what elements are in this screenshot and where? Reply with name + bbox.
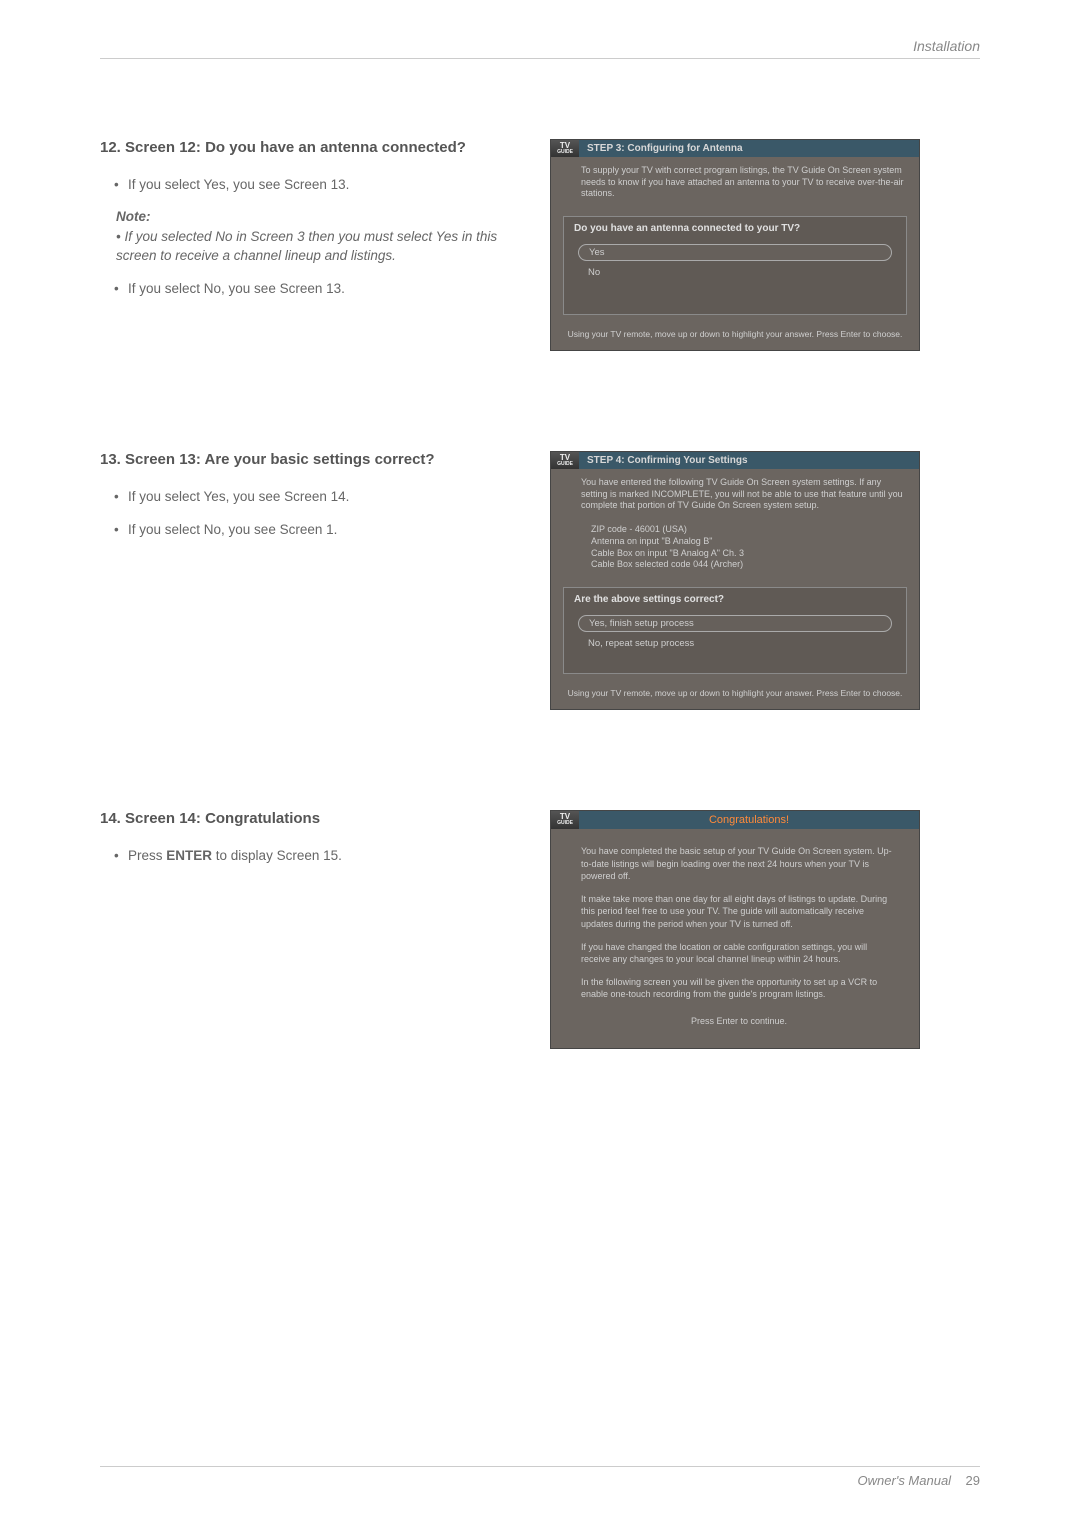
s12-shot-footer: Using your TV remote, move up or down to… [551, 323, 919, 350]
s13-line4: Cable Box selected code 044 (Archer) [591, 559, 907, 571]
s12-shot-intro: To supply your TV with correct program l… [581, 165, 907, 200]
s12-opt-yes: Yes [578, 244, 892, 261]
s13-shot-footer: Using your TV remote, move up or down to… [551, 682, 919, 709]
s13-shot-intro: You have entered the following TV Guide … [581, 477, 907, 512]
s14-p1: You have completed the basic setup of yo… [581, 845, 897, 883]
s13-shot-title: STEP 4: Confirming Your Settings [579, 452, 919, 469]
s13-line2: Antenna on input "B Analog B" [591, 536, 907, 548]
s12-bullet-2: If you select No, you see Screen 13. [100, 280, 520, 299]
s12-question: Do you have an antenna connected to your… [564, 217, 906, 240]
s12-note-body: • If you selected No in Screen 3 then yo… [100, 228, 520, 266]
tvguide-badge: TV GUIDE [551, 140, 579, 157]
section-13: 13. Screen 13: Are your basic settings c… [100, 451, 980, 710]
s13-opt-no: No, repeat setup process [578, 636, 892, 651]
s14-p4: In the following screen you will be give… [581, 976, 897, 1001]
s12-shot-title: STEP 3: Configuring for Antenna [579, 140, 919, 157]
s13-question-box: Are the above settings correct? Yes, fin… [563, 587, 907, 674]
section-14: 14. Screen 14: Congratulations Press ENT… [100, 810, 980, 1049]
header-label: Installation [913, 38, 980, 54]
footer-page: 29 [966, 1473, 980, 1488]
screenshot-14: TV GUIDE Congratulations! You have compl… [550, 810, 920, 1049]
s14-p5: Press Enter to continue. [581, 1015, 897, 1028]
section-12: 12. Screen 12: Do you have an antenna co… [100, 139, 980, 351]
screenshot-13: TV GUIDE STEP 4: Confirming Your Setting… [550, 451, 920, 710]
s14-p2: It make take more than one day for all e… [581, 893, 897, 931]
s13-question: Are the above settings correct? [564, 588, 906, 611]
tvguide-badge: TV GUIDE [551, 452, 579, 469]
section-13-heading: 13. Screen 13: Are your basic settings c… [100, 451, 520, 468]
s14-bullet: Press ENTER to display Screen 15. [100, 847, 520, 866]
s14-shot-title: Congratulations! [579, 811, 919, 829]
page-header: Installation [100, 38, 980, 59]
tvguide-badge: TV GUIDE [551, 811, 579, 829]
page-footer: Owner's Manual 29 [100, 1466, 980, 1488]
s13-bullet-2: If you select No, you see Screen 1. [100, 521, 520, 540]
s13-line1: ZIP code - 46001 (USA) [591, 524, 907, 536]
footer-label: Owner's Manual [858, 1473, 952, 1488]
s13-opt-yes: Yes, finish setup process [578, 615, 892, 632]
s12-bullet-1: If you select Yes, you see Screen 13. [100, 176, 520, 195]
s12-question-box: Do you have an antenna connected to your… [563, 216, 907, 315]
s12-opt-no: No [578, 265, 892, 280]
section-14-heading: 14. Screen 14: Congratulations [100, 810, 520, 827]
s13-line3: Cable Box on input "B Analog A" Ch. 3 [591, 548, 907, 560]
s14-p3: If you have changed the location or cabl… [581, 941, 897, 966]
s13-bullet-1: If you select Yes, you see Screen 14. [100, 488, 520, 507]
s12-note-label: Note: [100, 209, 520, 224]
screenshot-12: TV GUIDE STEP 3: Configuring for Antenna… [550, 139, 920, 351]
section-12-heading: 12. Screen 12: Do you have an antenna co… [100, 139, 520, 156]
